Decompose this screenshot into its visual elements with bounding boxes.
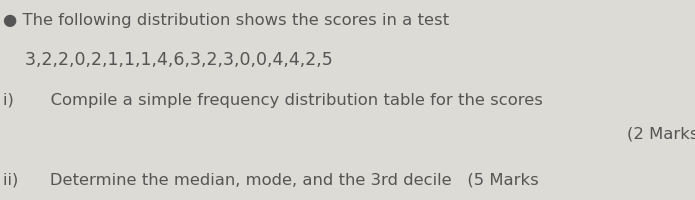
Text: i)       Compile a simple frequency distribution table for the scores: i) Compile a simple frequency distributi… — [3, 92, 543, 108]
Text: ii)      Determine the median, mode, and the 3rd decile   (5 Marks: ii) Determine the median, mode, and the … — [3, 172, 539, 188]
Text: (2 Marks: (2 Marks — [627, 127, 695, 142]
Text: ● The following distribution shows the scores in a test: ● The following distribution shows the s… — [3, 12, 450, 27]
Text: 3,2,2,0,2,1,1,1,4,6,3,2,3,0,0,4,4,2,5: 3,2,2,0,2,1,1,1,4,6,3,2,3,0,0,4,4,2,5 — [3, 51, 333, 69]
